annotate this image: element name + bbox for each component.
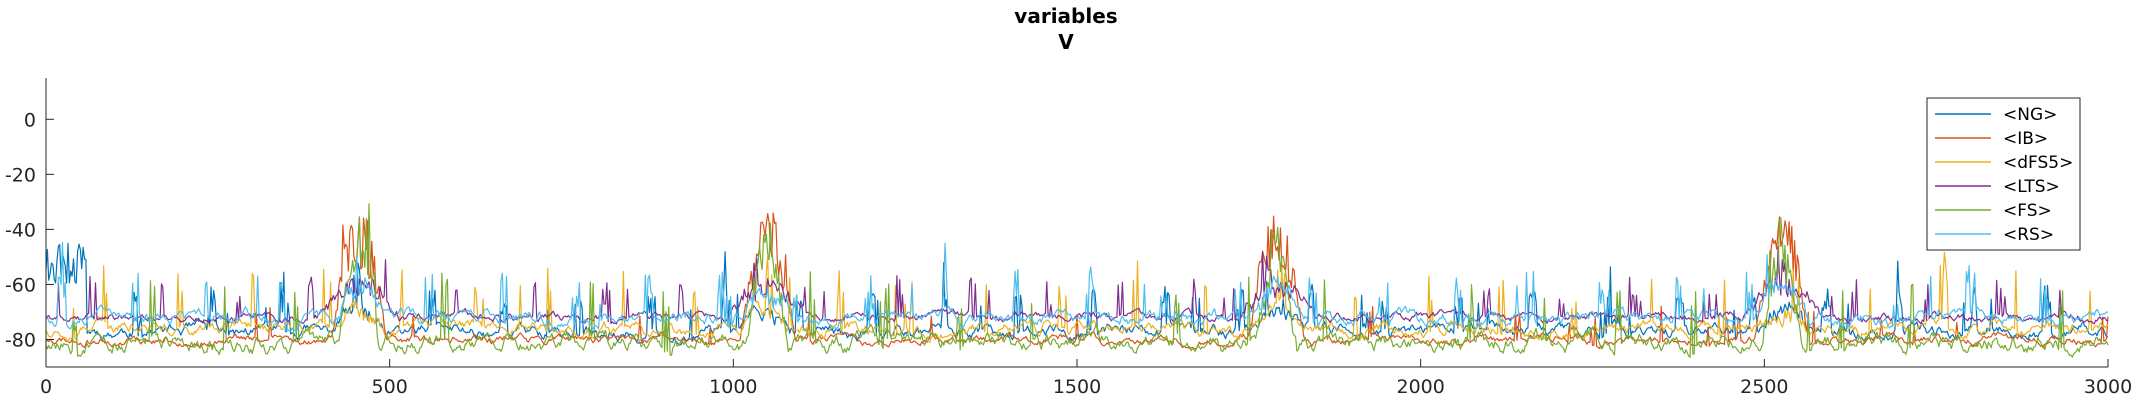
legend-entry-label: <FS> <box>2003 201 2052 221</box>
x-tick-label: 1000 <box>709 376 757 398</box>
legend-entry-label: <NG> <box>2003 105 2057 125</box>
y-tick-label: -60 <box>5 274 36 296</box>
series-line-2 <box>45 251 2109 343</box>
x-tick-label: 1500 <box>1053 376 1101 398</box>
legend-box <box>1926 97 2081 251</box>
y-tick-label: -40 <box>5 219 36 241</box>
x-tick-label: 3000 <box>2084 376 2132 398</box>
chart-subtitle: V <box>1058 30 1074 54</box>
legend-entry-label: <dFS5> <box>2003 153 2073 173</box>
y-tick-label: 0 <box>24 109 36 131</box>
legend-entry-label: <LTS> <box>2003 177 2060 197</box>
x-tick-label: 2000 <box>1396 376 1444 398</box>
series-layer <box>45 203 2109 358</box>
axes-layer: 0 500 1000 1500 2000 2500 3000 0 -20 -40 -60 -80 <box>5 78 2132 398</box>
legend: <NG> <IB> <dFS5> <LTS> <FS> <RS> <box>1926 97 2081 251</box>
legend-entry-label: <IB> <box>2003 129 2048 149</box>
x-tick-label: 0 <box>40 376 52 398</box>
series-line-5 <box>45 241 2109 332</box>
series-line-4 <box>45 203 2109 358</box>
x-tick-label: 500 <box>372 376 408 398</box>
legend-entry-label: <RS> <box>2003 225 2054 245</box>
x-tick-label: 2500 <box>1740 376 1788 398</box>
y-tick-label: -80 <box>5 329 36 351</box>
y-tick-label: -20 <box>5 164 36 186</box>
chart-title: variables <box>1014 4 1117 28</box>
